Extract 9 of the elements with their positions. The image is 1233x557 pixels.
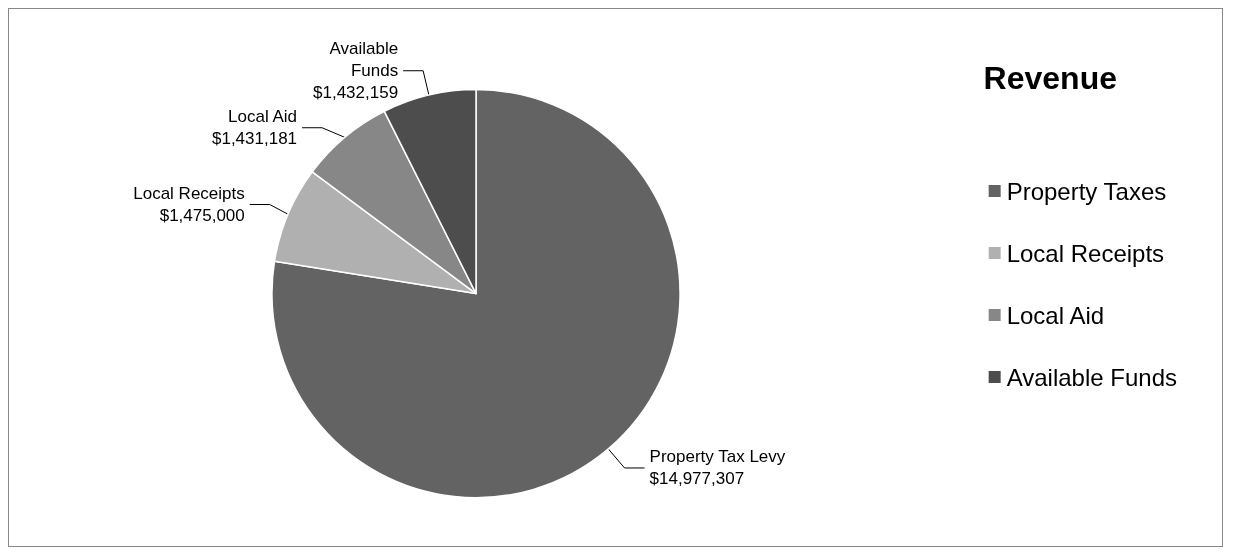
- data-label: Local Receipts $1,475,000: [133, 184, 245, 226]
- data-label: Local Aid $1,431,181: [211, 107, 298, 149]
- legend-label: Available Funds: [1006, 363, 1178, 391]
- data-label: Available Funds $1,432,159: [313, 39, 399, 103]
- legend-label: Property Taxes: [1006, 177, 1167, 205]
- legend-label: Local Aid: [1006, 301, 1105, 329]
- text: Revenue: [983, 60, 1117, 96]
- data-label: Property Tax Levy $14,977,307: [649, 447, 786, 489]
- legend-label: Local Receipts: [1006, 239, 1165, 267]
